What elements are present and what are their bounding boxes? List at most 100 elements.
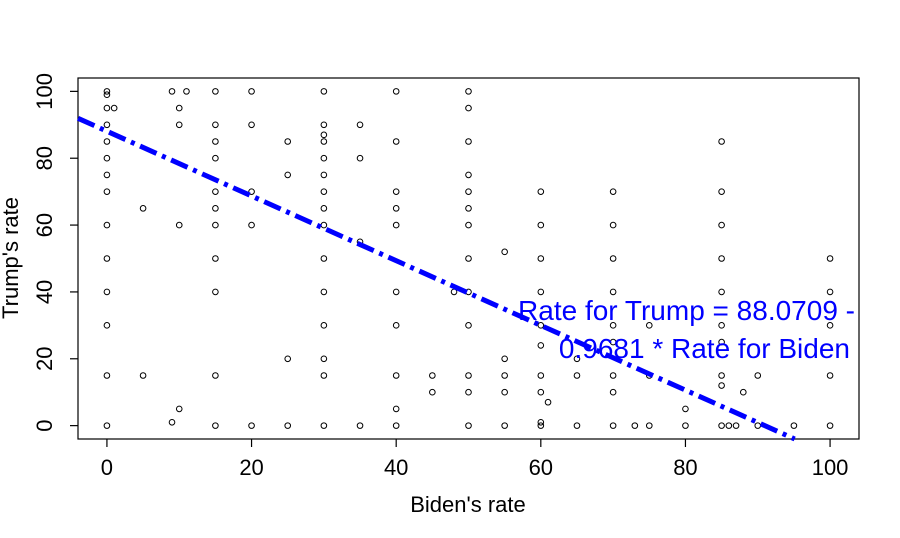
data-point [103, 372, 111, 379]
data-point [212, 422, 219, 429]
data-point [631, 422, 639, 429]
data-point [739, 388, 747, 396]
data-point [392, 322, 400, 329]
data-point [248, 221, 255, 229]
data-point [103, 154, 111, 162]
data-point [392, 188, 400, 195]
data-point [248, 188, 255, 195]
data-point [573, 422, 581, 429]
data-point [465, 205, 472, 212]
data-point [790, 422, 798, 429]
data-point [139, 372, 147, 379]
y-axis-title: Trump's rate [0, 197, 23, 319]
annotation-line-2: 0.9681 * Rate for Biden [559, 333, 850, 364]
data-point [609, 388, 617, 396]
data-point [537, 221, 545, 229]
data-point [320, 154, 328, 162]
data-point [320, 171, 328, 179]
data-point [501, 422, 508, 429]
data-point [392, 138, 400, 145]
data-point [392, 422, 400, 429]
data-point [175, 221, 183, 229]
data-point [465, 138, 472, 145]
data-point [110, 104, 118, 112]
data-point [103, 221, 111, 229]
data-point [465, 221, 472, 229]
data-point [392, 288, 400, 296]
data-point [501, 388, 508, 396]
y-tick-label: 20 [32, 347, 57, 371]
data-point [320, 88, 328, 95]
data-point [320, 221, 328, 229]
regression-line-layer [76, 116, 796, 442]
data-point [732, 422, 740, 429]
data-point [718, 338, 725, 346]
data-point [465, 422, 472, 429]
data-point [212, 88, 219, 95]
data-point [183, 88, 190, 95]
data-point [718, 372, 725, 379]
data-point [537, 322, 545, 329]
data-point [826, 288, 834, 296]
data-point [429, 388, 436, 396]
data-point [465, 88, 472, 95]
data-point [392, 405, 400, 413]
x-axis: 0 20 40 60 80 100 [101, 439, 848, 480]
points-layer [103, 88, 834, 429]
data-point [284, 422, 292, 429]
data-point [501, 372, 508, 379]
x-axis-title: Biden's rate [410, 492, 526, 517]
y-tick-label: 100 [32, 73, 57, 110]
data-point [537, 372, 545, 379]
data-point [465, 372, 472, 379]
data-point [718, 188, 725, 195]
data-point [356, 121, 364, 129]
data-point [537, 418, 545, 426]
data-point [212, 154, 219, 162]
annotation-line-1: Rate for Trump = 88.0709 - [518, 295, 855, 326]
data-point [284, 355, 292, 363]
data-point [320, 288, 328, 296]
data-point [168, 88, 176, 95]
data-point [537, 255, 545, 262]
data-point [320, 138, 328, 145]
data-point [537, 288, 545, 296]
y-tick-label: 40 [32, 280, 57, 304]
data-point [212, 288, 219, 296]
data-point [465, 104, 472, 112]
x-tick-label: 40 [384, 455, 408, 480]
data-point [826, 255, 834, 262]
data-point [103, 91, 111, 99]
data-point [103, 171, 111, 179]
data-point [103, 255, 111, 262]
y-tick-label: 80 [32, 146, 57, 170]
data-point [103, 88, 111, 95]
data-point [826, 372, 834, 379]
data-point [573, 355, 581, 363]
data-point [645, 422, 653, 429]
data-point [537, 388, 545, 396]
data-point [212, 188, 219, 195]
data-point [501, 355, 508, 363]
data-point [175, 121, 183, 129]
data-point [429, 372, 436, 379]
data-point [465, 388, 472, 396]
y-tick-label: 0 [32, 420, 57, 432]
y-axis: 0 20 40 60 80 100 [32, 73, 78, 432]
data-point [356, 154, 364, 162]
y-tick-label: 60 [32, 213, 57, 237]
data-point [392, 221, 400, 229]
x-tick-label: 20 [239, 455, 263, 480]
data-point [682, 422, 689, 429]
data-point [320, 205, 328, 212]
data-point [248, 422, 255, 429]
data-point [718, 138, 725, 145]
data-point [103, 288, 111, 296]
data-point [392, 205, 400, 212]
data-point [103, 138, 111, 145]
data-point [320, 188, 328, 195]
data-point [168, 418, 176, 426]
data-point [212, 121, 219, 129]
